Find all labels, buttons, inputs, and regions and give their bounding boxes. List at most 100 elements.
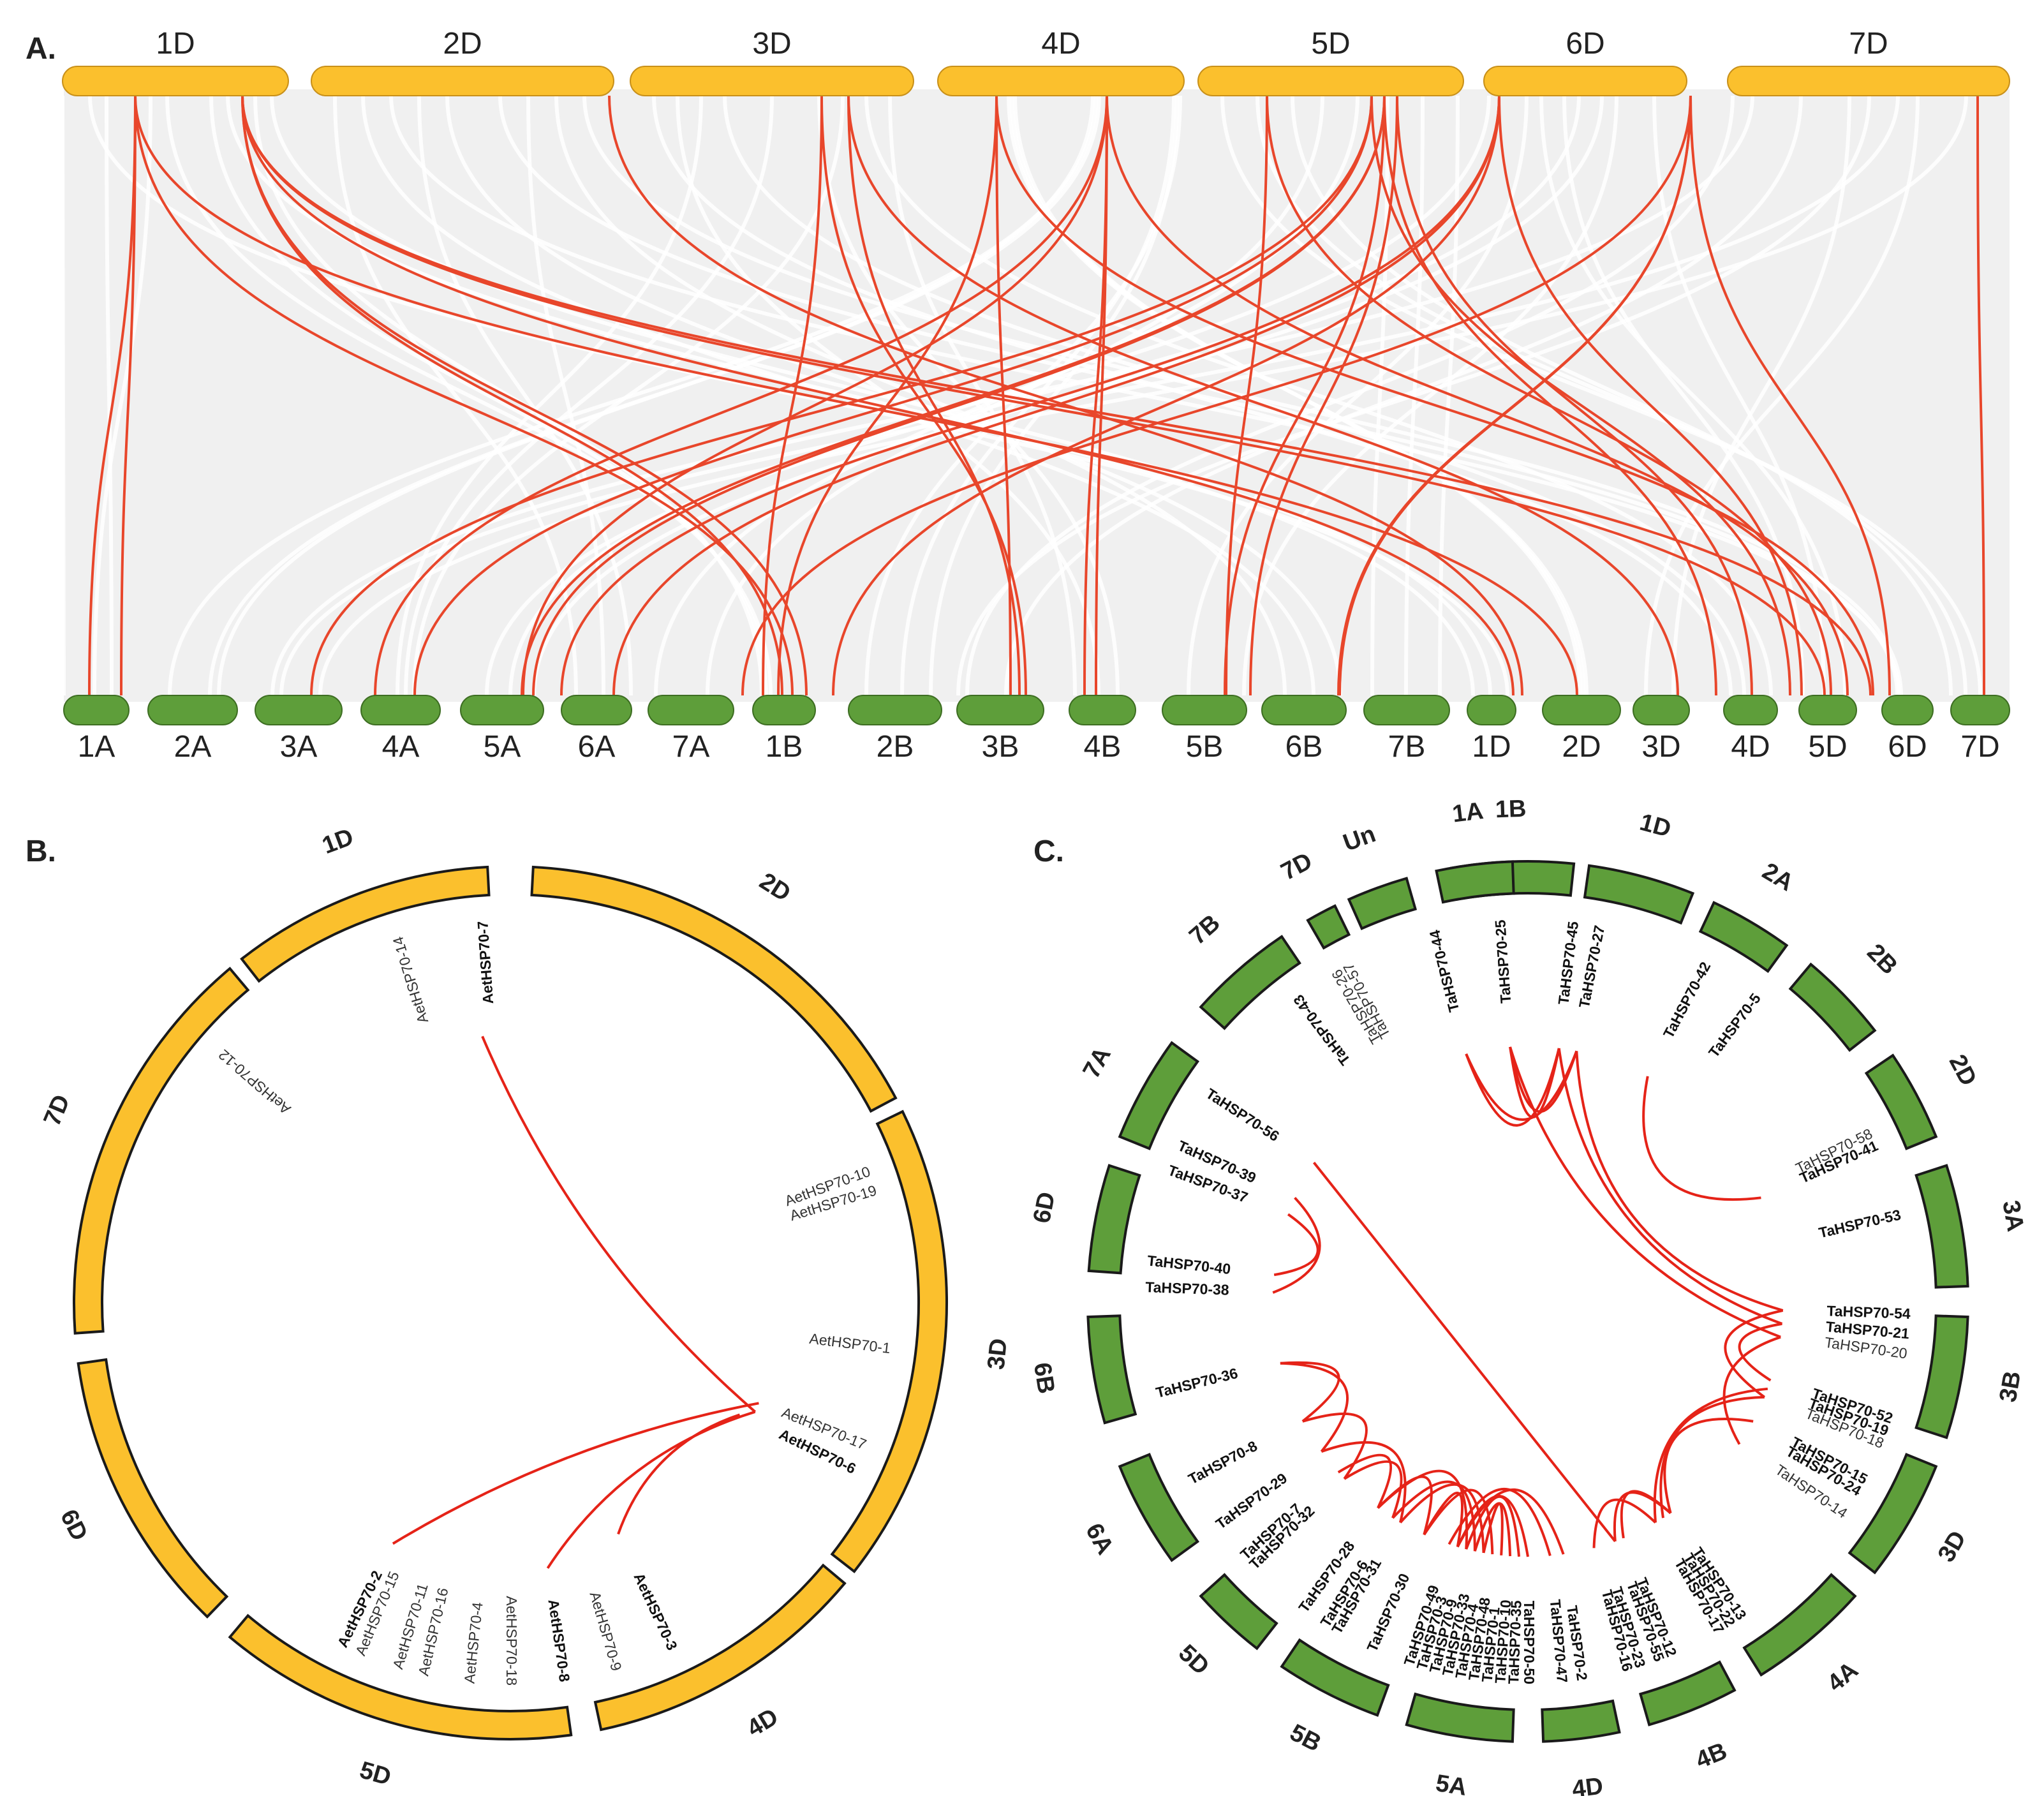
panel-b-gene-labels: AetHSP70-14 AetHSP70-7 AetHSP70-12 AetHSP70… bbox=[215, 921, 891, 1686]
c-link bbox=[1724, 1309, 1784, 1399]
top-chromosome-bar bbox=[1483, 66, 1687, 96]
c-chromosome-label: 2D bbox=[1944, 1050, 1982, 1090]
c-link bbox=[1509, 1046, 1781, 1339]
bottom-chromosome-label: 7A bbox=[672, 730, 710, 764]
collinear-link bbox=[522, 95, 1108, 696]
bottom-chromosome-bar bbox=[1950, 695, 2010, 725]
background-link bbox=[1671, 95, 1851, 696]
c-chromosome-label: 1D bbox=[1637, 809, 1674, 843]
b-chromosome-label: 1D bbox=[319, 824, 357, 859]
c-chromosome-arc bbox=[1087, 1164, 1141, 1275]
background-link bbox=[1242, 95, 1618, 696]
b-chromosome-label: 2D bbox=[755, 868, 796, 907]
background-link bbox=[404, 95, 774, 696]
collinear-link bbox=[1383, 95, 1717, 696]
c-link bbox=[1312, 1161, 1617, 1543]
c-chromosome-label: Un bbox=[1340, 820, 1379, 857]
bottom-chromosome-bar bbox=[1069, 695, 1136, 725]
c-link bbox=[1557, 1048, 1783, 1325]
c-chromosome-arc bbox=[1435, 860, 1515, 904]
collinear-link bbox=[1370, 95, 1791, 696]
c-chromosome-arc bbox=[1118, 1041, 1200, 1150]
c-gene-label: TaHSP70-50 bbox=[1521, 1601, 1537, 1684]
collinear-link bbox=[120, 95, 137, 696]
background-link bbox=[864, 95, 1182, 696]
background-link bbox=[1013, 95, 1582, 696]
collinear-link bbox=[1976, 95, 1985, 696]
c-chromosome-arc bbox=[1638, 1660, 1737, 1726]
b-chromosome-label: 7D bbox=[39, 1091, 76, 1130]
background-link bbox=[88, 95, 1509, 696]
background-link bbox=[965, 95, 1735, 696]
c-gene-label: TaHSP70-42 bbox=[1660, 959, 1714, 1041]
top-chromosome-label: 2D bbox=[443, 27, 482, 61]
collinear-link bbox=[1095, 95, 1108, 696]
b-gene-label: AetHSP70-18 bbox=[503, 1596, 520, 1686]
c-chromosome-label: 4A bbox=[1823, 1657, 1863, 1697]
collinear-link bbox=[995, 95, 1012, 696]
bottom-chromosome-label: 7D bbox=[1960, 730, 1999, 764]
collinear-link bbox=[521, 95, 1386, 696]
bottom-chromosome-label: 5D bbox=[1808, 730, 1847, 764]
c-link bbox=[1465, 1050, 1578, 1121]
collinear-link bbox=[1249, 95, 1398, 696]
background-link bbox=[526, 95, 605, 696]
bottom-chromosome-bar bbox=[648, 695, 734, 725]
b-gene-label: AetHSP70-1 bbox=[808, 1330, 891, 1356]
background-link bbox=[1187, 95, 1529, 696]
c-chromosome-label: 4B bbox=[1692, 1738, 1731, 1774]
c-chromosome-arc bbox=[1583, 864, 1695, 925]
c-chromosome-label: 6A bbox=[1080, 1519, 1118, 1559]
bottom-chromosome-bar bbox=[848, 695, 942, 725]
c-chromosome-label: 3D bbox=[1933, 1526, 1972, 1566]
c-chromosome-arc bbox=[1788, 962, 1877, 1052]
c-chromosome-arc bbox=[1405, 1692, 1515, 1743]
bottom-chromosome-bar bbox=[255, 695, 343, 725]
panel-c-links bbox=[1272, 1046, 1784, 1557]
c-chromosome-label: 1B bbox=[1495, 796, 1527, 824]
bottom-chromosome-label: 1B bbox=[766, 730, 803, 764]
background-link bbox=[105, 95, 114, 696]
collinear-link bbox=[1225, 95, 1268, 696]
c-chromosome-label: 3B bbox=[1994, 1369, 2026, 1404]
c-chromosome-label: 2A bbox=[1758, 857, 1798, 896]
collinear-link bbox=[762, 95, 823, 696]
c-gene-label: TaHSP70-38 bbox=[1145, 1279, 1229, 1298]
background-link bbox=[333, 95, 578, 696]
collinear-link bbox=[374, 95, 1108, 696]
b-gene-label: AetHSP70-7 bbox=[474, 921, 496, 1005]
c-link bbox=[1659, 1395, 1765, 1518]
bottom-chromosome-label: 6A bbox=[578, 730, 616, 764]
panel-b-letter: B. bbox=[26, 835, 56, 868]
bottom-chromosome-bar bbox=[1261, 695, 1347, 725]
c-link bbox=[1337, 1453, 1393, 1509]
c-link bbox=[1423, 1492, 1464, 1547]
bottom-chromosome-label: 5A bbox=[484, 730, 521, 764]
c-gene-label: TaHSP70-56 bbox=[1203, 1085, 1282, 1145]
bottom-chromosome-label: 2A bbox=[174, 730, 212, 764]
background-link bbox=[318, 95, 1968, 696]
c-link bbox=[1321, 1441, 1407, 1523]
background-link bbox=[864, 95, 1773, 696]
top-chromosomes: 1D 2D 3D 4D 5D 6D 7D bbox=[62, 27, 2010, 96]
bottom-chromosome-label: 4A bbox=[382, 730, 420, 764]
background-link bbox=[817, 95, 1120, 696]
background-link bbox=[168, 95, 1098, 696]
background-link bbox=[1652, 95, 1826, 696]
c-link bbox=[1592, 1498, 1657, 1548]
c-chromosome-label: 6D bbox=[1028, 1190, 1060, 1226]
c-chromosome-arc bbox=[1118, 1453, 1200, 1562]
top-chromosome-label: 4D bbox=[1041, 27, 1080, 61]
c-chromosome-arc bbox=[1086, 1314, 1137, 1425]
c-link bbox=[1663, 1418, 1754, 1514]
bottom-chromosome-label: 5B bbox=[1186, 730, 1224, 764]
b-chromosome-label: 6D bbox=[55, 1506, 93, 1545]
bottom-chromosome-label: 3A bbox=[280, 730, 318, 764]
b-chromosome-arc bbox=[240, 865, 491, 983]
c-link bbox=[1377, 1469, 1469, 1550]
background-link bbox=[226, 95, 1475, 696]
collinear-link bbox=[1689, 95, 1891, 696]
collinear-link bbox=[847, 95, 1679, 696]
bottom-chromosome-bar bbox=[63, 695, 130, 725]
